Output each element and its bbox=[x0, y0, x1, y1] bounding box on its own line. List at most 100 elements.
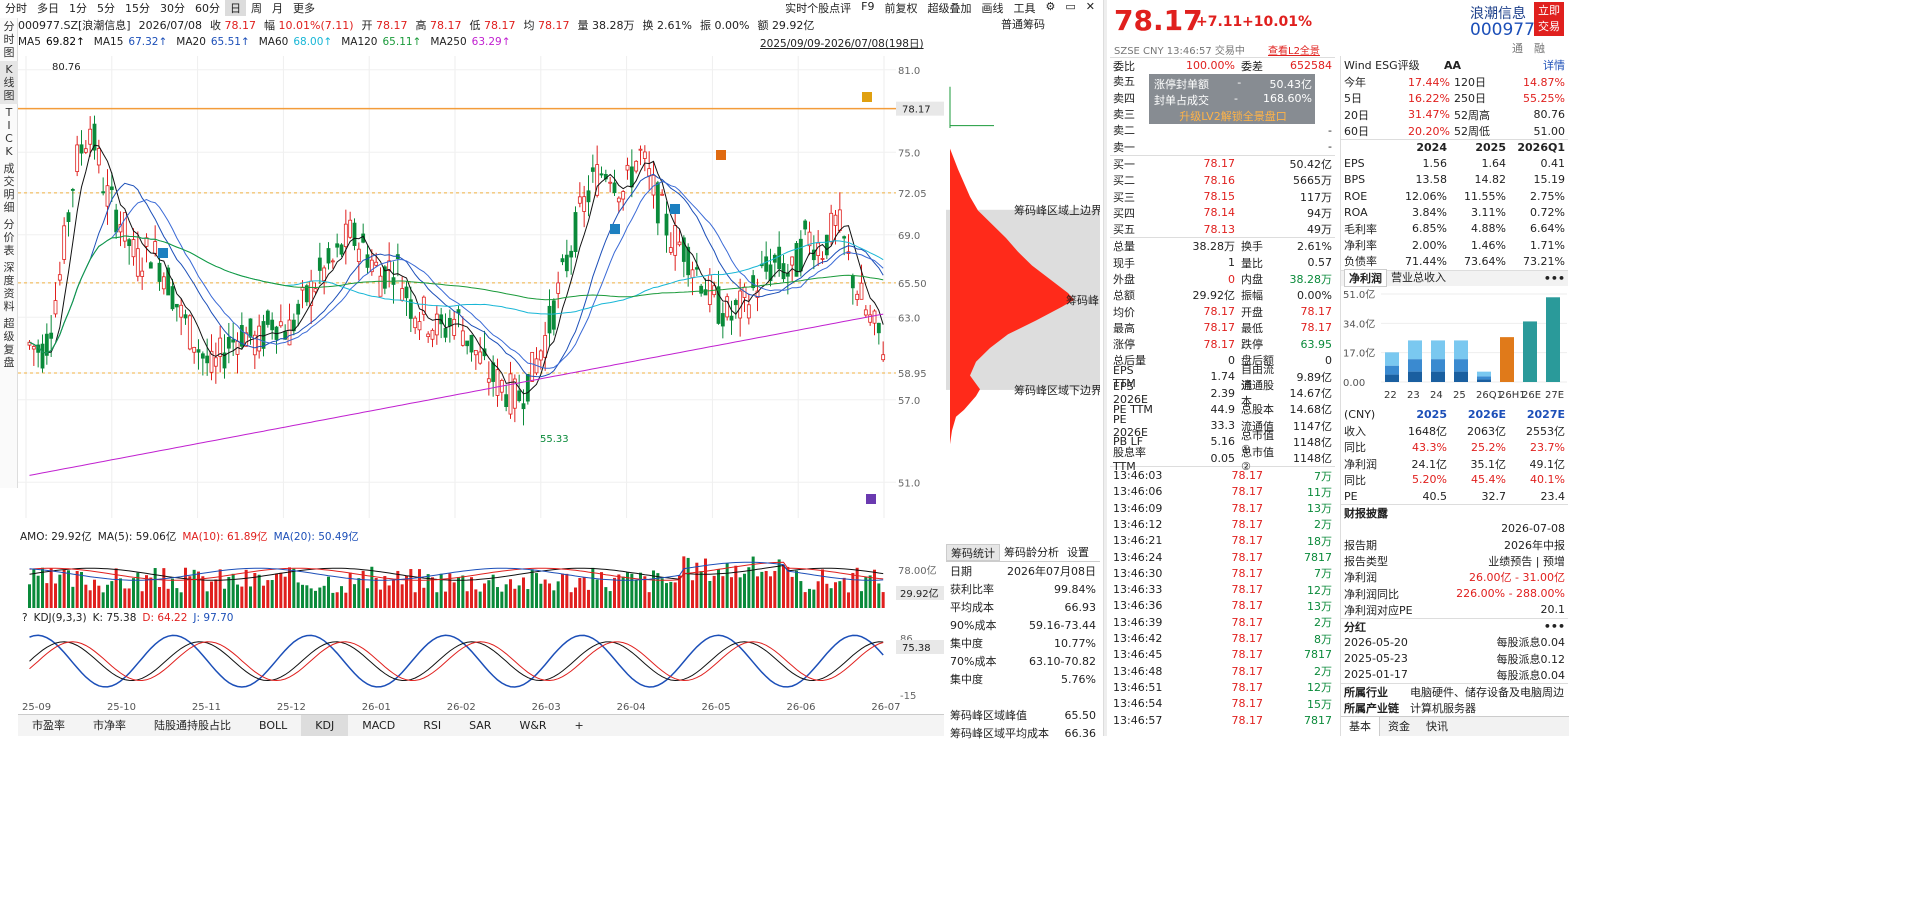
volume-bar bbox=[210, 581, 213, 608]
x-tick-label: 25-09 bbox=[22, 702, 51, 713]
indicator-tab-8[interactable]: W&R bbox=[519, 719, 547, 732]
period-tab-2[interactable]: 1分 bbox=[69, 2, 87, 15]
tab-revenue[interactable]: 营业总收入 bbox=[1391, 271, 1446, 285]
profit-bar-seg bbox=[1477, 371, 1491, 376]
trade-button[interactable]: 立即交易 bbox=[1534, 2, 1564, 36]
l2-link[interactable]: 查看L2全景 bbox=[1268, 46, 1320, 57]
close-icon[interactable]: ✕ bbox=[1085, 0, 1095, 13]
date-range[interactable]: 2025/09/09-2026/07/08(198日) bbox=[760, 38, 924, 50]
indicator-tab-3[interactable]: BOLL bbox=[259, 719, 288, 732]
signal-marker-0[interactable] bbox=[158, 248, 168, 258]
candle-body bbox=[564, 254, 569, 272]
period-tab-5[interactable]: 30分 bbox=[160, 2, 185, 15]
candle-body bbox=[842, 236, 847, 239]
volume-bar bbox=[665, 583, 668, 608]
chip-tab-0[interactable]: 筹码统计 bbox=[946, 544, 1000, 561]
fin-tab-1[interactable]: 资金 bbox=[1388, 720, 1410, 733]
signal-marker-4[interactable] bbox=[862, 92, 872, 102]
detail-link[interactable]: 详情 bbox=[1543, 59, 1565, 72]
chip-tab-1[interactable]: 筹码龄分析 bbox=[1004, 546, 1059, 559]
toolbar-action-0[interactable]: 实时个股点评 bbox=[785, 2, 852, 15]
fin-tab-0[interactable]: 基本 bbox=[1341, 717, 1380, 736]
indicator-tab-4[interactable]: KDJ bbox=[301, 715, 349, 736]
period-tab-1[interactable]: 多日 bbox=[37, 2, 59, 15]
profit-y-label: 17.0亿 bbox=[1343, 346, 1375, 359]
candle-body bbox=[265, 310, 270, 325]
volume-bar bbox=[860, 591, 863, 608]
signal-marker-1[interactable] bbox=[610, 224, 620, 234]
volume-bar bbox=[80, 571, 83, 608]
toolbar-action-4[interactable]: 画线 bbox=[981, 2, 1004, 15]
metric-row: BPS 13.58 14.82 15.19 bbox=[1344, 173, 1565, 187]
indicator-tab-7[interactable]: SAR bbox=[469, 719, 492, 732]
toolbar-action-2[interactable]: 前复权 bbox=[884, 2, 918, 15]
volume-bar bbox=[660, 578, 664, 608]
metric-row: ROE 12.06% 11.55% 2.75% bbox=[1344, 189, 1565, 203]
volume-bar bbox=[214, 579, 218, 608]
l2-upsell-box[interactable] bbox=[1149, 74, 1315, 124]
indicator-tab-1[interactable]: 市净率 bbox=[93, 719, 126, 732]
indicator-tab-2[interactable]: 陆股通持股占比 bbox=[154, 719, 231, 732]
toolbar-action-3[interactable]: 超级叠加 bbox=[927, 2, 972, 15]
period-tab-6[interactable]: 60分 bbox=[195, 2, 220, 15]
candle-body bbox=[183, 314, 188, 319]
tab-net-profit[interactable]: 净利润 bbox=[1344, 269, 1387, 288]
volume-bar bbox=[816, 581, 820, 608]
period-tab-9[interactable]: 月 bbox=[272, 2, 283, 15]
volume-bar bbox=[565, 573, 569, 608]
x-tick-label: 26-05 bbox=[702, 702, 731, 713]
tick-row: 13:46:24 78.17 7817 bbox=[1113, 550, 1332, 564]
volume-bar bbox=[97, 585, 101, 608]
period-tab-7[interactable]: 日 bbox=[225, 0, 246, 16]
candle-body bbox=[694, 267, 699, 270]
candle-body bbox=[270, 319, 275, 331]
volume-bar bbox=[678, 575, 681, 608]
ma-line bbox=[29, 235, 884, 354]
volume-bar bbox=[145, 575, 148, 608]
signal-marker-3[interactable] bbox=[716, 150, 726, 160]
fin-tab-2[interactable]: 快讯 bbox=[1426, 720, 1448, 733]
volume-bar bbox=[370, 566, 374, 608]
volume-bar bbox=[305, 585, 309, 608]
candle-body bbox=[192, 346, 197, 353]
volume-bar bbox=[227, 577, 231, 608]
period-tab-3[interactable]: 5分 bbox=[97, 2, 115, 15]
kline-chart[interactable]: 81.0 75.0 72.05 69.0 65.50 63.0 58.95 57.0 51.0 7… bbox=[18, 48, 946, 528]
toolbar-action-1[interactable]: F9 bbox=[861, 0, 875, 13]
period-toolbar: 分时 多日 1分 5分 15分 30分 60分日周月更多 实时个股点评 F9 前复权 超级叠加 画线… bbox=[0, 0, 1100, 16]
indicator-tab-0[interactable]: 市盈率 bbox=[32, 719, 65, 732]
toolbar-action-5[interactable]: 工具 bbox=[1013, 2, 1036, 15]
candle-body bbox=[62, 225, 67, 260]
candle-body bbox=[621, 191, 626, 200]
volume-bar bbox=[422, 587, 426, 608]
panel-splitter[interactable] bbox=[1103, 0, 1107, 736]
indicator-tab-6[interactable]: RSI bbox=[423, 719, 442, 732]
signal-marker-2[interactable] bbox=[670, 204, 680, 214]
candle-body bbox=[96, 148, 101, 166]
settings-icon[interactable]: ⚙ bbox=[1045, 0, 1056, 13]
candle-body bbox=[543, 335, 548, 358]
rail-item-0[interactable]: 分时图 bbox=[3, 20, 15, 59]
indicator-tab-5[interactable]: MACD bbox=[362, 719, 396, 732]
rail-item-5[interactable]: 深度资料 bbox=[3, 261, 15, 313]
period-tab-8[interactable]: 周 bbox=[251, 2, 262, 15]
volume-bar bbox=[517, 585, 521, 608]
open-value: 78.17 bbox=[376, 19, 408, 32]
market-status: SZSE CNY 13:46:57 交易中 bbox=[1114, 46, 1245, 57]
window-icon[interactable]: ▭ bbox=[1065, 0, 1076, 13]
period-tab-4[interactable]: 15分 bbox=[125, 2, 150, 15]
low-mark-label: 55.33 bbox=[540, 434, 569, 445]
rail-item-6[interactable]: 超级复盘 bbox=[3, 317, 15, 369]
volume-bar bbox=[582, 576, 586, 608]
rail-item-3[interactable]: 成交明细 bbox=[3, 162, 15, 214]
period-tab-10[interactable]: 更多 bbox=[293, 2, 315, 15]
indicator-tab-9[interactable]: + bbox=[574, 719, 584, 732]
rail-item-4[interactable]: 分价表 bbox=[3, 218, 15, 257]
chip-tab-2[interactable]: 设置 bbox=[1067, 546, 1089, 559]
signal-marker-5[interactable] bbox=[866, 494, 876, 504]
volume-bar bbox=[509, 579, 512, 608]
candle-body bbox=[79, 144, 84, 154]
period-tab-0[interactable]: 分时 bbox=[5, 2, 27, 15]
